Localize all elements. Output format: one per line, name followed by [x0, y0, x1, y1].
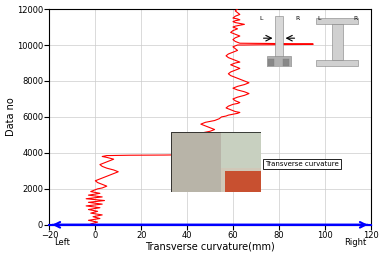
Text: Right: Right — [344, 238, 366, 247]
Y-axis label: Data no: Data no — [5, 98, 16, 136]
X-axis label: Transverse curvature(mm): Transverse curvature(mm) — [145, 241, 275, 251]
Text: Transverse curvature: Transverse curvature — [265, 161, 339, 167]
Text: Left: Left — [54, 238, 70, 247]
